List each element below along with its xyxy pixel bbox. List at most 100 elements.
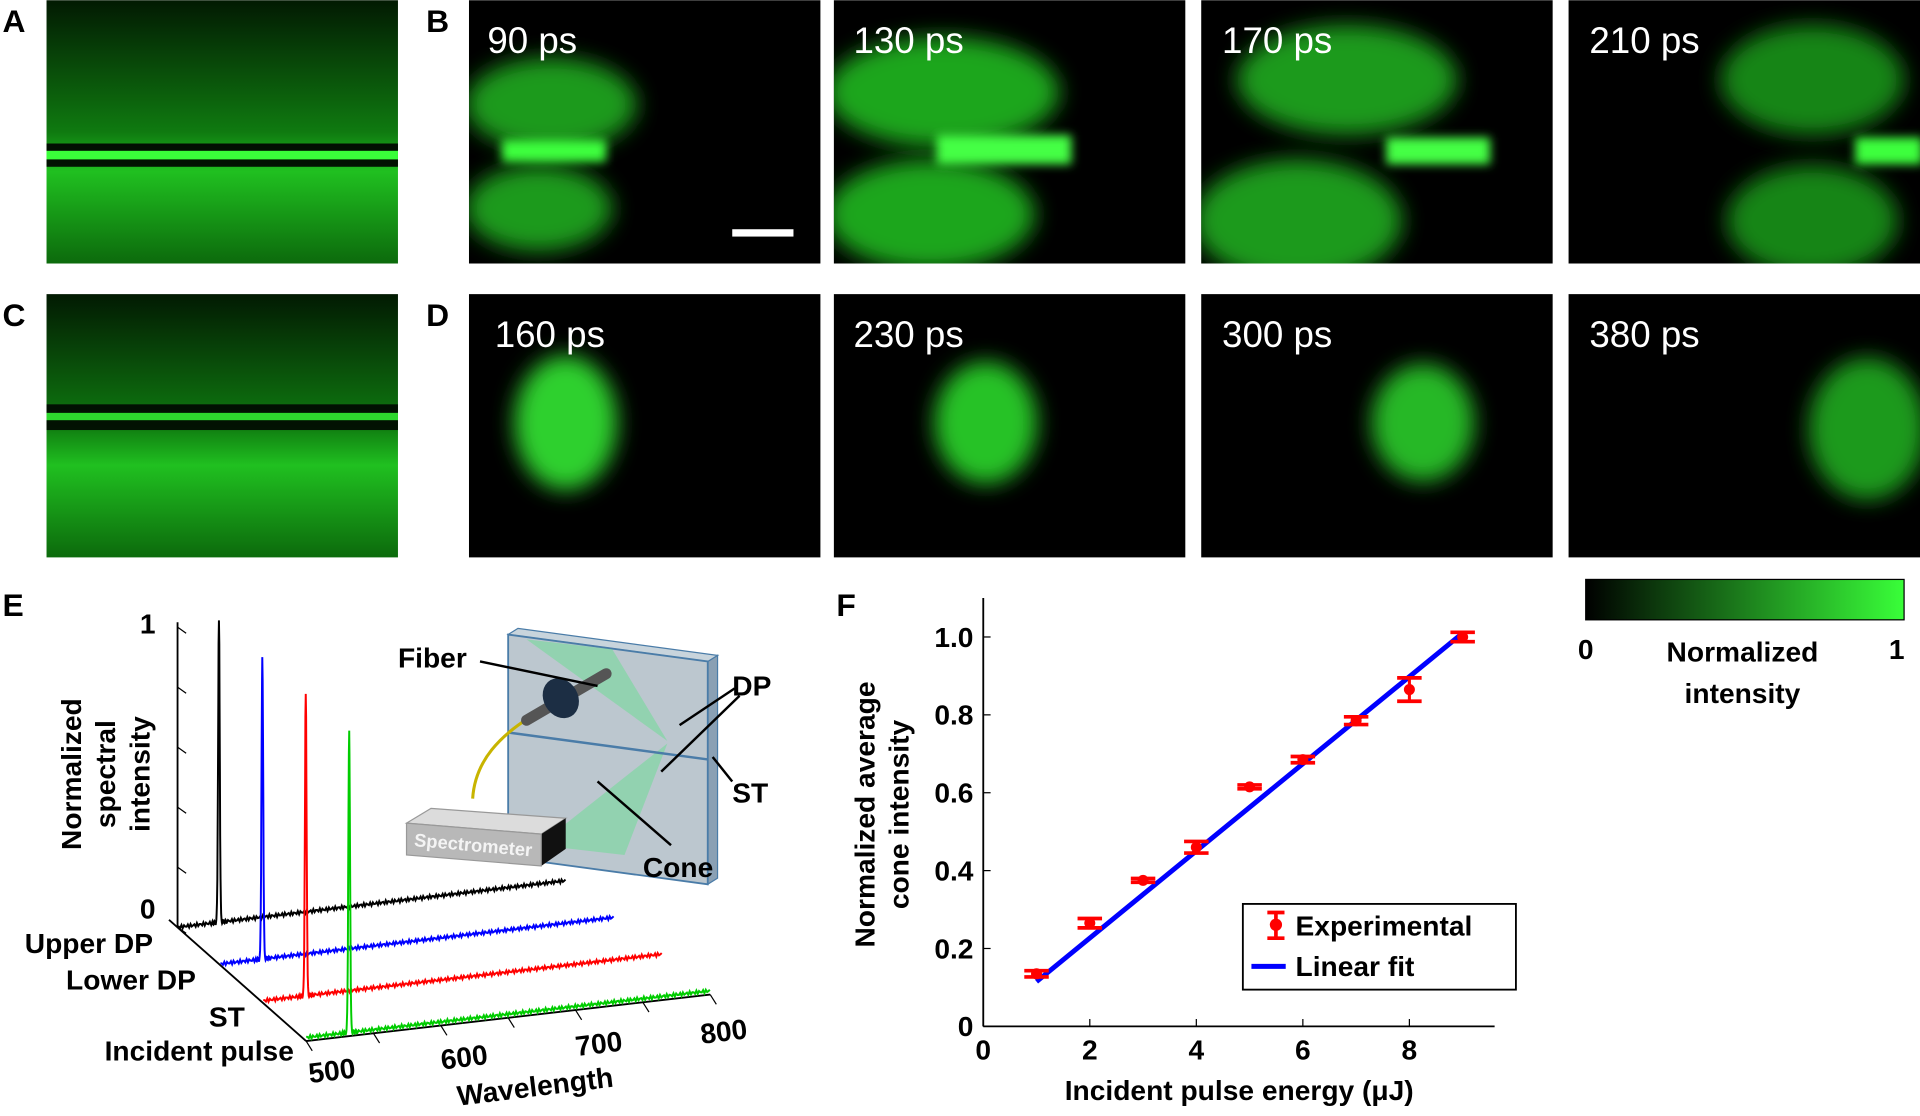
x-axis-label: Incident pulse energy (μJ): [1065, 1075, 1414, 1106]
micrograph-b-4: 210 ps: [1568, 0, 1920, 264]
data-point: [1297, 754, 1309, 766]
setup-schematic: Spectrometer Fiber DP ST Cone: [398, 627, 771, 886]
y-tick-label: 0.4: [934, 855, 973, 886]
micrograph-d-3: 300 ps: [1201, 294, 1553, 558]
panel-label-e: E: [2, 587, 23, 623]
cone-lower: [538, 743, 668, 855]
data-point: [1244, 781, 1256, 793]
x-tick-label: 800: [699, 1013, 749, 1049]
panel-label-d: D: [426, 297, 449, 333]
x-tick-label: 6: [1295, 1034, 1311, 1065]
micrograph-b-1: 90 ps: [468, 0, 821, 264]
y-tick-label: 1: [140, 608, 156, 639]
fiber-cable: [471, 716, 530, 799]
wavelength-tick: [372, 1032, 381, 1044]
y-axis-label: Normalized average cone intensity: [849, 682, 914, 948]
panel-label-a: A: [2, 3, 25, 39]
y-tick-label: 0.8: [934, 700, 973, 731]
micrograph-d-2: 230 ps: [833, 294, 1186, 558]
data-point: [1457, 631, 1469, 643]
x-tick-label: 2: [1082, 1034, 1098, 1065]
series-label: Lower DP: [66, 965, 196, 996]
data-point: [1084, 917, 1096, 929]
x-tick-label: 700: [574, 1026, 624, 1062]
cone-intensity-chart: Normalized average cone intensity Incide…: [849, 598, 1517, 1106]
cone-label: Cone: [643, 852, 713, 883]
series-label: Incident pulse: [105, 1036, 294, 1067]
x-tick-label: 8: [1402, 1034, 1418, 1065]
z-axis-tick: [177, 746, 187, 754]
wavelength-tick: [440, 1025, 448, 1036]
colorbar-title-line2: intensity: [1685, 678, 1801, 709]
colorbar-min-label: 0: [1578, 634, 1594, 665]
wavelength-tick: [709, 994, 717, 1005]
panel-label-f: F: [836, 587, 855, 623]
spectrum-line-incident-pulse: [305, 730, 711, 1042]
cone-upper: [526, 639, 668, 742]
data-point: [1031, 968, 1043, 980]
y-tick-label: 0: [140, 894, 156, 925]
y-tick-label: 1.0: [934, 622, 973, 653]
x-tick-label: 500: [307, 1053, 357, 1089]
series-label: ST: [209, 1001, 245, 1032]
micrograph-d-1: 160 ps: [468, 294, 821, 558]
dp-label: DP: [732, 671, 771, 702]
legend-label: Linear fit: [1296, 951, 1416, 982]
micrograph-c: [46, 294, 398, 558]
data-point: [1350, 715, 1362, 727]
timestamp-label: 210 ps: [1589, 20, 1699, 61]
x-tick-label: 4: [1188, 1034, 1204, 1065]
legend: Experimental Linear fit: [1241, 902, 1517, 991]
data-point: [1190, 841, 1202, 853]
wavelength-tick: [305, 1040, 313, 1052]
y-tick-label: 0.6: [934, 778, 973, 809]
z-axis-tick: [177, 866, 187, 874]
data-point: [1403, 684, 1415, 696]
z-axis-tick: [177, 626, 187, 634]
st-layer: [507, 731, 708, 761]
spectrum-line-st: [263, 693, 663, 1005]
legend-label: Experimental: [1296, 911, 1473, 942]
wavelength-tick: [574, 1009, 583, 1021]
timestamp-label: 130 ps: [853, 20, 963, 61]
linear-fit-line: [1034, 631, 1465, 984]
depth-axis: [168, 919, 307, 1042]
micrograph-d-4: 380 ps: [1568, 294, 1920, 558]
y-axis-label: Normalized spectral intensity: [56, 698, 156, 850]
timestamp-label: 300 ps: [1222, 314, 1332, 355]
series-label: Upper DP: [25, 928, 153, 959]
timestamp-label: 230 ps: [853, 314, 963, 355]
z-axis-tick: [177, 806, 187, 814]
panel-label-b: B: [426, 3, 449, 39]
legend-marker-experimental: [1269, 918, 1283, 931]
timestamp-label: 380 ps: [1589, 314, 1699, 355]
micrograph-b-2: 130 ps: [833, 0, 1186, 264]
timestamp-label: 170 ps: [1222, 20, 1332, 61]
colorbar: 0 1 Normalized intensity: [1578, 578, 1905, 709]
x-tick-label: 0: [975, 1034, 991, 1065]
timestamp-label: 160 ps: [495, 314, 605, 355]
timestamp-label: 90 ps: [487, 20, 577, 61]
svg-text:Normalized: Normalized: [56, 698, 87, 850]
svg-text:spectral: spectral: [90, 720, 121, 828]
data-point: [1137, 874, 1149, 886]
colorbar-title-line1: Normalized: [1667, 636, 1819, 667]
fiber-coupler-icon: [542, 678, 579, 719]
y-tick-label: 0.2: [934, 933, 973, 964]
panel-label-c: C: [2, 297, 25, 333]
x-tick-label: 600: [439, 1039, 489, 1075]
spectrometer-icon: [405, 822, 542, 867]
spectra-waterfall-chart: Normalized spectral intensity 1 0 Upper …: [25, 608, 772, 1111]
micrograph-b-3: 170 ps: [1201, 0, 1553, 264]
spectrum-line-lower-dp: [220, 657, 615, 968]
svg-text:intensity: intensity: [124, 716, 155, 832]
z-axis-tick: [177, 686, 187, 694]
svg-text:cone intensity: cone intensity: [884, 720, 915, 910]
y-tick-label: 0: [958, 1011, 974, 1042]
svg-text:Normalized average: Normalized average: [849, 682, 880, 948]
colorbar-max-label: 1: [1889, 634, 1905, 665]
scale-bar: [732, 229, 794, 237]
wavelength-tick: [507, 1017, 515, 1028]
micrograph-a: [46, 0, 398, 264]
